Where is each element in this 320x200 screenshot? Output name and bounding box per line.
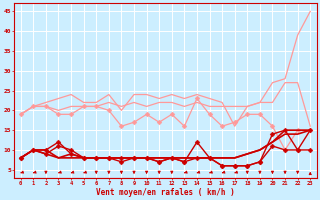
- X-axis label: Vent moyen/en rafales ( km/h ): Vent moyen/en rafales ( km/h ): [96, 188, 235, 197]
